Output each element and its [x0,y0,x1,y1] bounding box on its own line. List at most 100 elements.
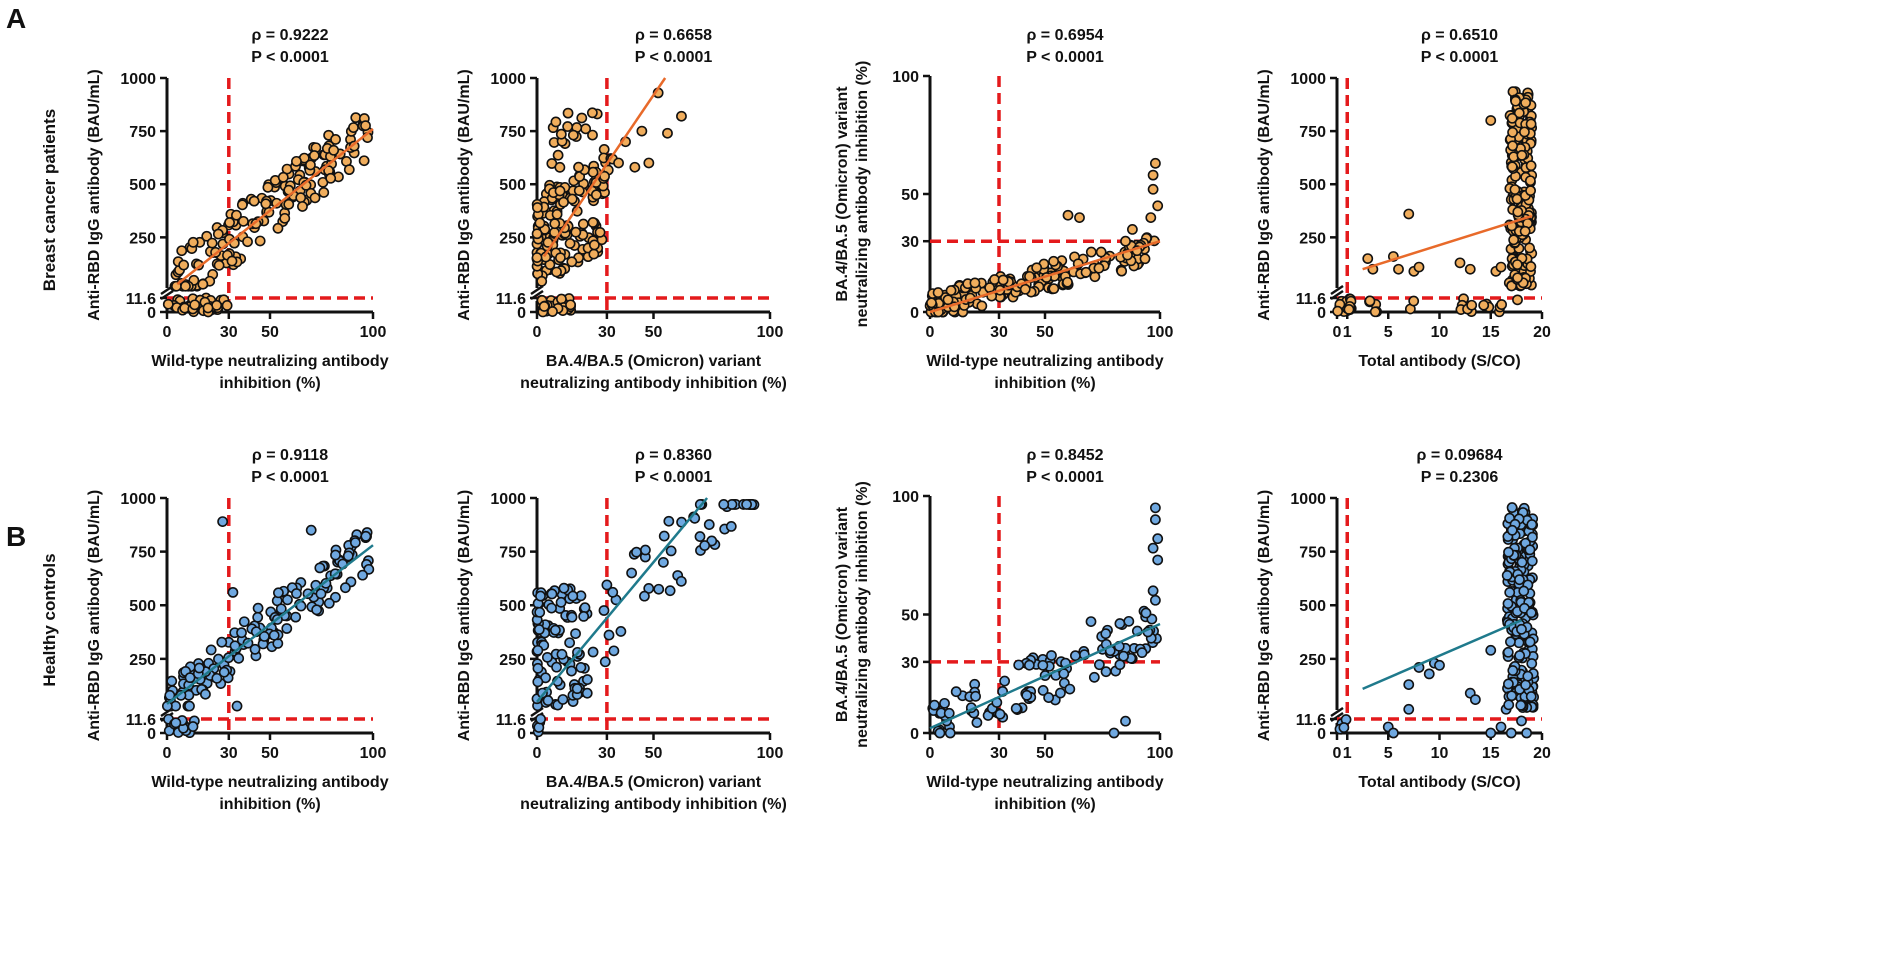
data-point [1046,650,1057,661]
data-point [566,193,578,205]
data-point [554,252,566,264]
data-point [249,643,261,655]
data-point [1152,533,1164,545]
data-point [636,125,648,137]
y-tick-label: 500 [129,598,156,615]
y-tick-label: 250 [129,652,156,669]
data-point [1527,531,1538,543]
data-point [588,248,600,260]
y-tick-label: 0 [517,726,526,743]
data-point [534,217,546,229]
data-point [570,628,581,640]
data-point [575,662,587,673]
data-point [273,587,284,599]
y-axis-label: Anti-RBD IgG antibody (BAU/mL) [86,69,103,321]
y-tick-label: 11.6 [126,712,156,729]
data-point [272,222,284,234]
fit-line [536,497,709,703]
data-point [1526,658,1538,669]
data-point [1403,679,1415,691]
data-point [1506,112,1518,124]
x-axis-label: Wild-type neutralizing antibody [151,774,388,791]
data-point [564,238,576,249]
panel-label-b: B [6,521,26,552]
x-axis-label: inhibition (%) [219,375,320,392]
data-point [281,623,293,634]
y-tick-label: 0 [910,305,919,322]
y-tick-label: 30 [901,234,919,251]
points [531,499,760,738]
data-point [202,302,214,314]
data-point [1332,305,1344,317]
data-point [929,699,940,711]
data-point [1403,703,1415,715]
data-point [658,530,670,542]
data-point [664,585,676,597]
data-point [564,637,576,649]
data-point [1031,262,1043,274]
data-point [291,155,302,167]
data-point [551,661,562,673]
x-tick-label: 0 [163,745,172,762]
data-point [248,195,260,207]
fit-line [542,77,667,258]
x-tick-label: 100 [757,745,784,762]
axis-break-mark [1330,284,1344,296]
data-point [1088,671,1100,683]
data-point [233,652,245,664]
data-point [578,610,590,622]
data-point [566,256,578,268]
fit-line [929,622,1161,730]
data-point [1150,502,1161,514]
y-tick-label: 500 [499,177,526,194]
data-point [1085,246,1097,258]
data-point [1152,554,1164,566]
data-point [573,161,584,173]
data-point [1503,678,1514,690]
y-axis-label: Anti-RBD IgG antibody (BAU/mL) [1256,69,1273,321]
x-axis-label: Wild-type neutralizing antibody [926,774,1163,791]
data-point [348,122,359,134]
x-tick-label: 0 [1333,745,1342,762]
data-point [217,516,229,527]
rho-label: ρ = 0.8452 [1026,447,1103,464]
x-axis-label: inhibition (%) [994,375,1095,392]
data-point [1516,623,1527,635]
data-point [231,700,243,712]
data-point [236,199,248,211]
data-point [1100,666,1112,678]
data-point [535,713,546,725]
data-point [213,259,225,271]
x-tick-label: 100 [1147,324,1174,341]
y-tick-label: 0 [1317,305,1326,322]
data-point [1506,502,1518,513]
data-point [1512,272,1523,284]
y-tick-label: 250 [499,230,526,247]
data-point [1512,206,1524,218]
data-point [260,198,272,210]
y-tick-label: 750 [1299,124,1326,141]
y-tick-label: 0 [1317,726,1326,743]
data-point [1520,97,1531,109]
rho-label: ρ = 0.9222 [251,27,328,44]
data-point [1502,598,1514,609]
data-point [551,266,562,278]
data-point [1093,262,1105,274]
data-point [538,301,550,312]
data-point [184,700,195,712]
data-point [615,626,627,637]
data-point [945,285,957,296]
data-point [598,605,610,616]
p-value-label: P < 0.0001 [635,469,713,486]
data-point [1127,223,1138,235]
data-point [1147,183,1159,195]
rho-label: ρ = 0.6510 [1421,27,1498,44]
x-tick-label: 30 [220,745,238,762]
data-point [189,299,201,311]
data-point [1048,283,1060,295]
y-tick-label: 1000 [490,491,526,508]
data-point [231,209,242,221]
data-point [1519,225,1531,237]
fit-line [166,544,374,705]
